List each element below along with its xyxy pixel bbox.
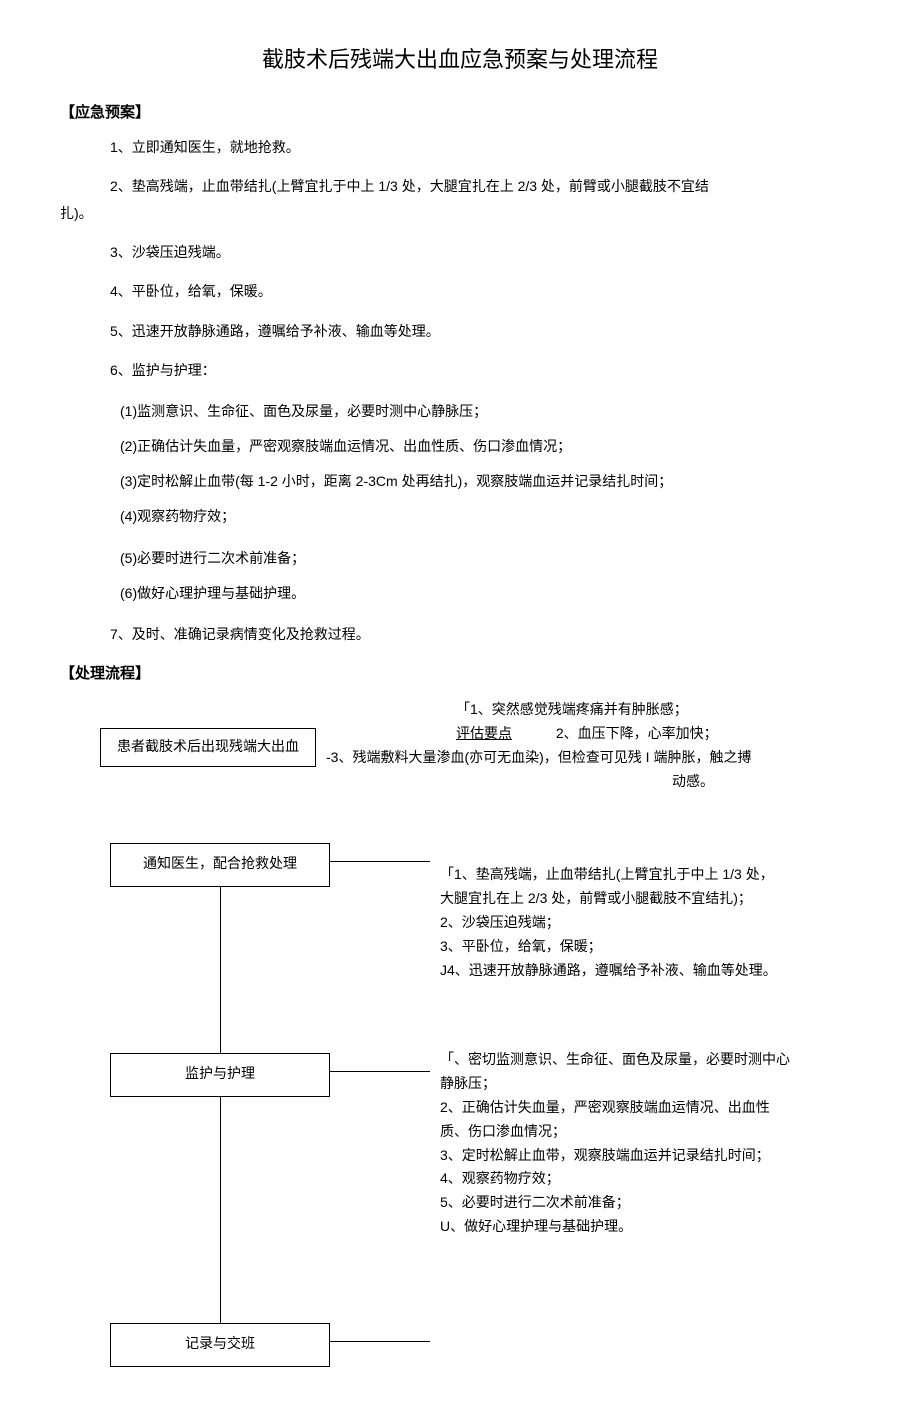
step3-line-1: 「、密切监测意识、生命征、面色及尿量，必要时测中心 — [440, 1048, 840, 1072]
plan-sub-2: (2)正确估计失血量，严密观察肢端血运情况、出血性质、伤口渗血情况； — [120, 434, 860, 459]
step2-line-1: 「1、垫高残端，止血带结扎(上臂宜扎于中上 1/3 处， — [440, 863, 840, 887]
plan-sub-1: (1)监测意识、生命征、面色及尿量，必要时测中心静脉压； — [120, 399, 860, 424]
eval-line-2: 评估要点 2、血压下降，心率加快； — [456, 722, 860, 746]
flow-box-monitor: 监护与护理 — [110, 1053, 330, 1096]
step2-line-3: 2、沙袋压迫残端； — [440, 911, 840, 935]
plan-sub-4: (4)观察药物疗效； — [120, 504, 860, 529]
plan-sub-3: (3)定时松解止血带(每 1-2 小时，距离 2-3Cm 处再结扎)，观察肢端血… — [120, 469, 860, 494]
plan-item-2b: 扎)。 — [60, 201, 860, 226]
eval-line-3: -3、残端敷料大量渗血(亦可无血染)，但检查可见残 I 端肿胀，触之搏 — [326, 746, 860, 770]
flow-box-record: 记录与交班 — [110, 1323, 330, 1366]
step3-line-2: 静脉压； — [440, 1072, 840, 1096]
plan-item-1: 1、立即通知医生，就地抢救。 — [110, 135, 860, 160]
step3-line-6: 4、观察药物疗效； — [440, 1167, 840, 1191]
flow-step2-text: 「1、垫高残端，止血带结扎(上臂宜扎于中上 1/3 处， 大腿宜扎在上 2/3 … — [440, 863, 840, 982]
section-process-flow: 【处理流程】 — [60, 661, 860, 688]
eval-label: 评估要点 — [456, 725, 512, 741]
flow-hline-3 — [330, 1341, 430, 1342]
flow-hline-1 — [330, 861, 430, 862]
plan-item-3: 3、沙袋压迫残端。 — [110, 240, 860, 265]
eval-line-1: 「1、突然感觉残端疼痛并有肿胀感； — [456, 698, 860, 722]
plan-item-5: 5、迅速开放静脉通路，遵嘱给予补液、输血等处理。 — [110, 319, 860, 344]
flow-start-row: 患者截肢术后出现残端大出血 「1、突然感觉残端疼痛并有肿胀感； 评估要点 2、血… — [60, 698, 860, 793]
plan-sub-5: (5)必要时进行二次术前准备； — [120, 546, 860, 571]
page-title: 截肢术后残端大出血应急预案与处理流程 — [60, 40, 860, 80]
flow-box-start: 患者截肢术后出现残端大出血 — [100, 728, 316, 767]
section-emergency-plan: 【应急预案】 — [60, 100, 860, 127]
step3-line-8: U、做好心理护理与基础护理。 — [440, 1215, 840, 1239]
flowchart: 通知医生，配合抢救处理 「1、垫高残端，止血带结扎(上臂宜扎于中上 1/3 处，… — [60, 843, 860, 1373]
eval-line-4: 动感。 — [526, 770, 860, 794]
step3-line-5: 3、定时松解止血带，观察肢端血运并记录结扎时间； — [440, 1144, 840, 1168]
step2-line-4: 3、平卧位，给氧，保暖； — [440, 935, 840, 959]
step3-line-7: 5、必要时进行二次术前准备； — [440, 1191, 840, 1215]
step2-line-5: J4、迅速开放静脉通路，遵嘱给予补液、输血等处理。 — [440, 959, 840, 983]
plan-item-6: 6、监护与护理： — [110, 358, 860, 383]
plan-sub-6: (6)做好心理护理与基础护理。 — [120, 581, 860, 606]
step3-line-4: 质、伤口渗血情况； — [440, 1120, 840, 1144]
plan-item-2a: 2、垫高残端，止血带结扎(上臂宜扎于中上 1/3 处，大腿宜扎在上 2/3 处，… — [110, 174, 860, 199]
flow-box-notify: 通知医生，配合抢救处理 — [110, 843, 330, 886]
eval-block: 「1、突然感觉残端疼痛并有肿胀感； 评估要点 2、血压下降，心率加快； -3、残… — [326, 698, 860, 793]
flow-hline-2 — [330, 1071, 430, 1072]
eval-line-2-text: 2、血压下降，心率加快； — [556, 725, 718, 741]
step2-line-2: 大腿宜扎在上 2/3 处，前臂或小腿截肢不宜结扎)； — [440, 887, 840, 911]
plan-item-4: 4、平卧位，给氧，保暖。 — [110, 279, 860, 304]
plan-item-7: 7、及时、准确记录病情变化及抢救过程。 — [110, 622, 860, 647]
step3-line-3: 2、正确估计失血量，严密观察肢端血运情况、出血性 — [440, 1096, 840, 1120]
flow-step3-text: 「、密切监测意识、生命征、面色及尿量，必要时测中心 静脉压； 2、正确估计失血量… — [440, 1048, 840, 1238]
